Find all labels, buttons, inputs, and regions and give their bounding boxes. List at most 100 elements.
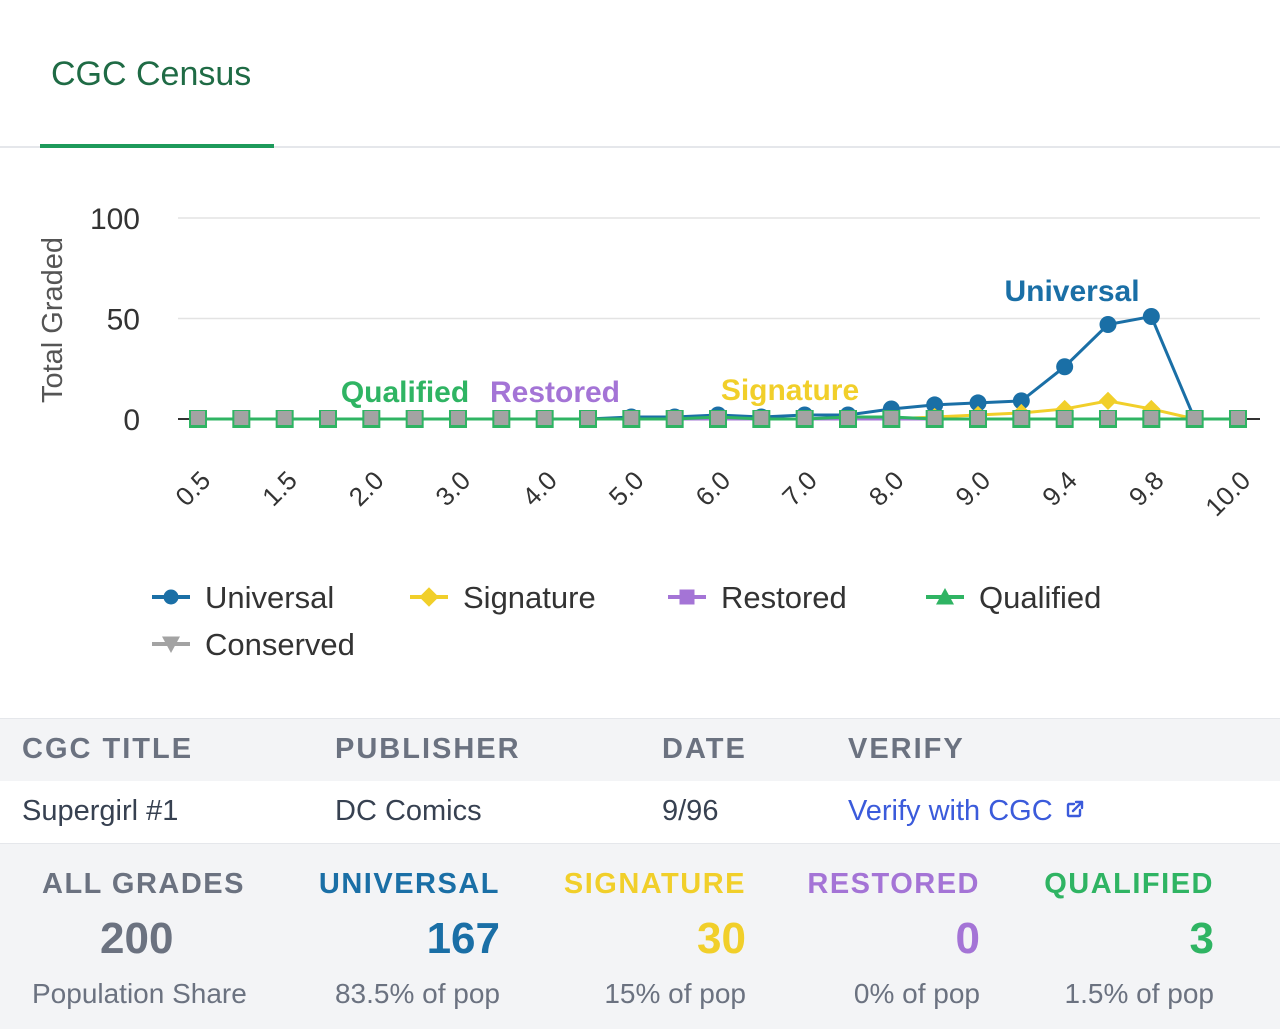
table-row: Supergirl #1 DC Comics 9/96 Verify with …: [0, 781, 1280, 844]
x-tick-label: 6.0: [689, 465, 736, 512]
stat-value: 30: [697, 914, 746, 963]
data-point: [797, 411, 812, 425]
stat-label: UNIVERSAL: [318, 868, 500, 900]
data-point: [451, 411, 465, 425]
x-tick-label: 8.0: [863, 465, 910, 512]
stat-value: 200: [100, 914, 174, 963]
data-point: [1099, 316, 1117, 334]
legend-label-conserved: Conserved: [205, 627, 355, 662]
legend-label-signature: Signature: [463, 580, 596, 615]
stat-label: RESTORED: [807, 868, 980, 900]
stat-universal: UNIVERSAL 167 83.5% of pop: [300, 844, 510, 1029]
y-tick-label: 50: [107, 304, 140, 337]
stat-value: 3: [1189, 914, 1214, 963]
x-tick-label: 9.0: [949, 465, 996, 512]
stat-sub: 1.5% of pop: [1064, 978, 1214, 1009]
data-point: [494, 411, 509, 425]
x-tick-label: 3.0: [429, 465, 476, 512]
x-tick-label: 1.5: [256, 465, 303, 512]
tab-cgc-census[interactable]: CGC Census: [40, 0, 274, 148]
data-point: [537, 411, 552, 425]
data-point: [969, 394, 987, 412]
x-tick-label: 7.0: [776, 465, 823, 512]
stat-sub: 0% of pop: [853, 978, 980, 1009]
data-point: [321, 411, 335, 425]
header-publisher: PUBLISHER: [335, 733, 521, 765]
data-point: [1187, 411, 1202, 425]
x-tick-label: 10.0: [1199, 465, 1256, 522]
x-tick-label: 0.5: [169, 465, 216, 512]
stat-label: SIGNATURE: [563, 868, 746, 900]
series-annotation: Universal: [1004, 275, 1139, 308]
data-point: [364, 411, 379, 425]
data-point: [1098, 391, 1118, 411]
data-point: [667, 411, 682, 425]
stat-signature: SIGNATURE 30 15% of pop: [550, 844, 750, 1029]
legend-label-universal: Universal: [205, 580, 334, 615]
header-verify: VERIFY: [848, 733, 965, 765]
x-tick-label: 9.8: [1123, 465, 1170, 512]
stat-qualified: QUALIFIED 3 1.5% of pop: [1020, 844, 1220, 1029]
data-point: [1012, 392, 1030, 410]
data-point: [581, 411, 595, 425]
data-point: [884, 411, 899, 425]
series-annotation: Restored: [490, 376, 620, 409]
data-point: [841, 411, 855, 425]
data-point: [1057, 411, 1072, 425]
data-point: [1142, 307, 1160, 325]
header-cgc-title: CGC TITLE: [22, 733, 194, 765]
legend-label-qualified: Qualified: [979, 580, 1101, 615]
data-point: [1231, 411, 1245, 425]
x-tick-label: 4.0: [516, 465, 563, 512]
stat-restored: RESTORED 0 0% of pop: [790, 844, 985, 1029]
data-point: [971, 411, 985, 425]
legend-label-restored: Restored: [721, 580, 847, 615]
data-point: [234, 411, 249, 425]
data-point: [927, 411, 942, 425]
y-tick-label: 0: [123, 404, 140, 437]
stat-all-grades: ALL GRADES 200 Population Share: [0, 844, 285, 1029]
data-point: [926, 396, 944, 414]
data-point: [162, 636, 180, 653]
table-header: CGC TITLE PUBLISHER DATE VERIFY: [0, 718, 1280, 782]
verify-with-cgc-link[interactable]: Verify with CGC: [848, 795, 1087, 829]
data-point: [1144, 411, 1159, 425]
x-tick-label: 2.0: [343, 465, 390, 512]
data-point: [711, 411, 725, 425]
data-point: [936, 588, 954, 605]
data-point: [1101, 411, 1115, 425]
x-tick-label: 5.0: [603, 465, 650, 512]
census-line-chart: 0 50 100 Total Graded 0.5 1.5 2.0 3.0 4.0 5.0 6.0 7…: [37, 203, 1260, 662]
data-point: [679, 589, 695, 605]
series-annotation: Signature: [721, 374, 859, 407]
active-tab-indicator: [40, 144, 274, 148]
data-point: [624, 411, 639, 425]
data-point: [407, 411, 422, 425]
stat-sub: Population Share: [32, 978, 247, 1009]
cell-title: Supergirl #1: [22, 795, 179, 827]
data-point: [754, 411, 769, 425]
stats-bar: ALL GRADES 200 Population Share UNIVERSA…: [0, 844, 1280, 1029]
y-axis-label: Total Graded: [37, 237, 69, 403]
verify-link-label: Verify with CGC: [848, 795, 1053, 827]
stat-value: 167: [426, 914, 500, 963]
y-tick-label: 100: [90, 203, 140, 236]
stat-label: ALL GRADES: [42, 868, 245, 900]
stat-sub: 83.5% of pop: [334, 978, 500, 1009]
data-point: [1014, 411, 1029, 425]
data-point: [277, 411, 292, 425]
data-point: [1056, 358, 1074, 376]
cell-date: 9/96: [662, 795, 719, 827]
header-date: DATE: [662, 733, 747, 765]
stat-label: QUALIFIED: [1044, 868, 1214, 900]
tab-label: CGC Census: [51, 55, 252, 93]
stat-value: 0: [955, 914, 980, 963]
x-tick-label: 9.4: [1036, 465, 1083, 512]
tab-bar: CGC Census: [0, 0, 1280, 148]
data-point: [419, 587, 439, 607]
data-point: [163, 589, 179, 605]
stat-sub: 15% of pop: [604, 978, 746, 1009]
external-link-icon: [1063, 796, 1087, 829]
series-annotation: Qualified: [341, 376, 469, 409]
